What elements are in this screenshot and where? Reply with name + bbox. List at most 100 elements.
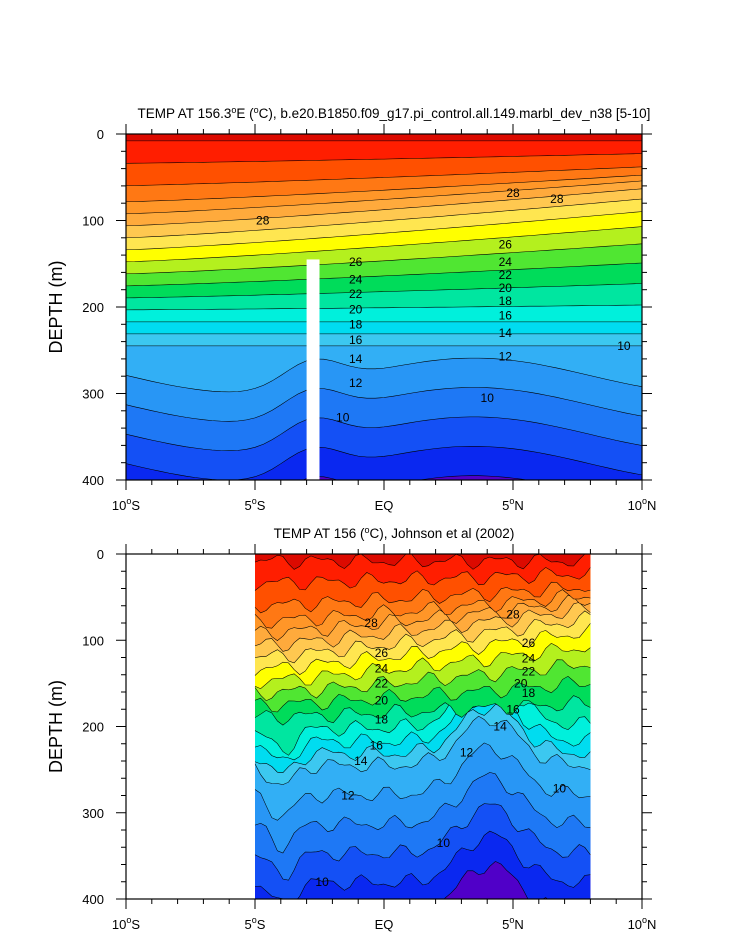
chart-title: TEMP AT 156.3oE (oC), b.e20.B1850.f09_g1…: [138, 105, 651, 121]
y-tick-label: 200: [82, 720, 104, 735]
missing-data-mask: [306, 259, 320, 480]
x-tick-label: EQ: [375, 917, 394, 932]
y-tick-label: 400: [82, 473, 104, 488]
contour-label: 26: [349, 255, 363, 269]
contour-label: 24: [375, 662, 389, 676]
isotherm-line: [254, 594, 591, 641]
contour-label: 22: [522, 664, 536, 678]
isotherm-line: [254, 554, 591, 570]
isotherm-line: [254, 602, 591, 652]
contour-label: 26: [499, 238, 513, 252]
contour-label: 10: [437, 836, 451, 850]
isotherm-line: [254, 803, 591, 881]
isotherm-line: [126, 211, 642, 251]
isotherm-line: [254, 623, 591, 676]
isotherm-line: [254, 659, 591, 702]
temperature-band: [126, 134, 642, 141]
isotherm-line: [254, 610, 591, 664]
isotherm-line: [254, 830, 591, 899]
isotherm-line: [126, 174, 642, 203]
x-tick-label: EQ: [375, 498, 394, 513]
isotherm-line: [254, 675, 591, 713]
isotherm-line: [254, 567, 591, 591]
isotherm-line: [126, 416, 642, 451]
contour-label: 22: [499, 268, 513, 282]
contour-label: 12: [499, 349, 513, 363]
y-tick-label: 100: [82, 214, 104, 229]
y-axis-title: DEPTH (m): [46, 261, 66, 354]
isotherm-line: [126, 387, 642, 422]
contour-label: 28: [364, 616, 378, 630]
x-tick-label: 5oS: [245, 496, 266, 513]
isotherm-line: [254, 695, 591, 726]
contour-label: 14: [349, 352, 363, 366]
contour-label: 28: [506, 607, 520, 621]
contour-label: 24: [522, 651, 536, 665]
isotherm-line: [126, 243, 642, 275]
y-tick-label: 300: [82, 806, 104, 821]
contour-label: 22: [349, 287, 363, 301]
isotherm-line: [126, 283, 642, 299]
isotherm-line: [254, 642, 591, 690]
contour-label: 26: [522, 636, 536, 650]
contour-label: 20: [349, 303, 363, 317]
contour-label: 12: [460, 745, 474, 759]
contour-label: 18: [375, 713, 389, 727]
isotherm-line: [126, 166, 642, 186]
contour-label: 20: [514, 676, 528, 690]
contour-label: 14: [499, 326, 513, 340]
isotherm-line: [254, 589, 591, 629]
contour-label: 10: [617, 339, 631, 353]
contour-label: 22: [375, 676, 389, 690]
isotherm-line: [254, 704, 591, 773]
x-tick-label: 10oS: [112, 915, 140, 932]
contour-label: 16: [506, 702, 520, 716]
isotherm-line: [126, 262, 642, 287]
x-tick-label: 10oN: [628, 496, 657, 513]
isotherm-line: [126, 304, 642, 311]
x-tick-label: 10oS: [112, 496, 140, 513]
temperature-band: [126, 134, 642, 164]
y-tick-label: 0: [97, 547, 104, 562]
contour-label: 16: [370, 738, 384, 752]
contour-label: 10: [481, 391, 495, 405]
contour-label: 28: [506, 186, 520, 200]
x-tick-label: 5oS: [245, 915, 266, 932]
isotherm-line: [126, 188, 642, 227]
contour-label: 10: [553, 782, 567, 796]
isotherm-line: [126, 198, 642, 239]
isotherm-line: [126, 180, 642, 215]
contour-label: 18: [499, 294, 513, 308]
isotherm-line: [254, 581, 591, 614]
contour-label: 10: [336, 411, 350, 425]
x-tick-label: 5oN: [502, 496, 524, 513]
isotherm-line: [126, 226, 642, 263]
y-tick-label: 300: [82, 387, 104, 402]
y-tick-label: 400: [82, 892, 104, 907]
contour-label: 12: [341, 789, 355, 803]
contour-label: 24: [349, 272, 363, 286]
contour-label: 28: [550, 192, 564, 206]
y-tick-label: 200: [82, 300, 104, 315]
contour-label: 20: [499, 281, 513, 295]
isotherm-line: [254, 715, 591, 785]
contour-label: 14: [354, 754, 368, 768]
contour-label: 18: [522, 686, 536, 700]
y-tick-label: 0: [97, 127, 104, 142]
contour-label: 10: [315, 875, 329, 889]
contour-label: 16: [499, 309, 513, 323]
model-temperature-section-panel: 28 28282626242422222020181816161414121210…: [46, 105, 656, 513]
contour-label: 18: [349, 317, 363, 331]
contour-label: 16: [349, 333, 363, 347]
y-axis-title: DEPTH (m): [46, 680, 66, 773]
x-tick-label: 10oN: [628, 915, 657, 932]
x-tick-label: 5oN: [502, 915, 524, 932]
y-tick-label: 100: [82, 633, 104, 648]
contour-label: 26: [375, 646, 389, 660]
contour-field: 28 28282626242422222020181816161414121210…: [126, 134, 642, 480]
contour-label: 20: [375, 694, 389, 708]
isotherm-line: [254, 690, 591, 761]
